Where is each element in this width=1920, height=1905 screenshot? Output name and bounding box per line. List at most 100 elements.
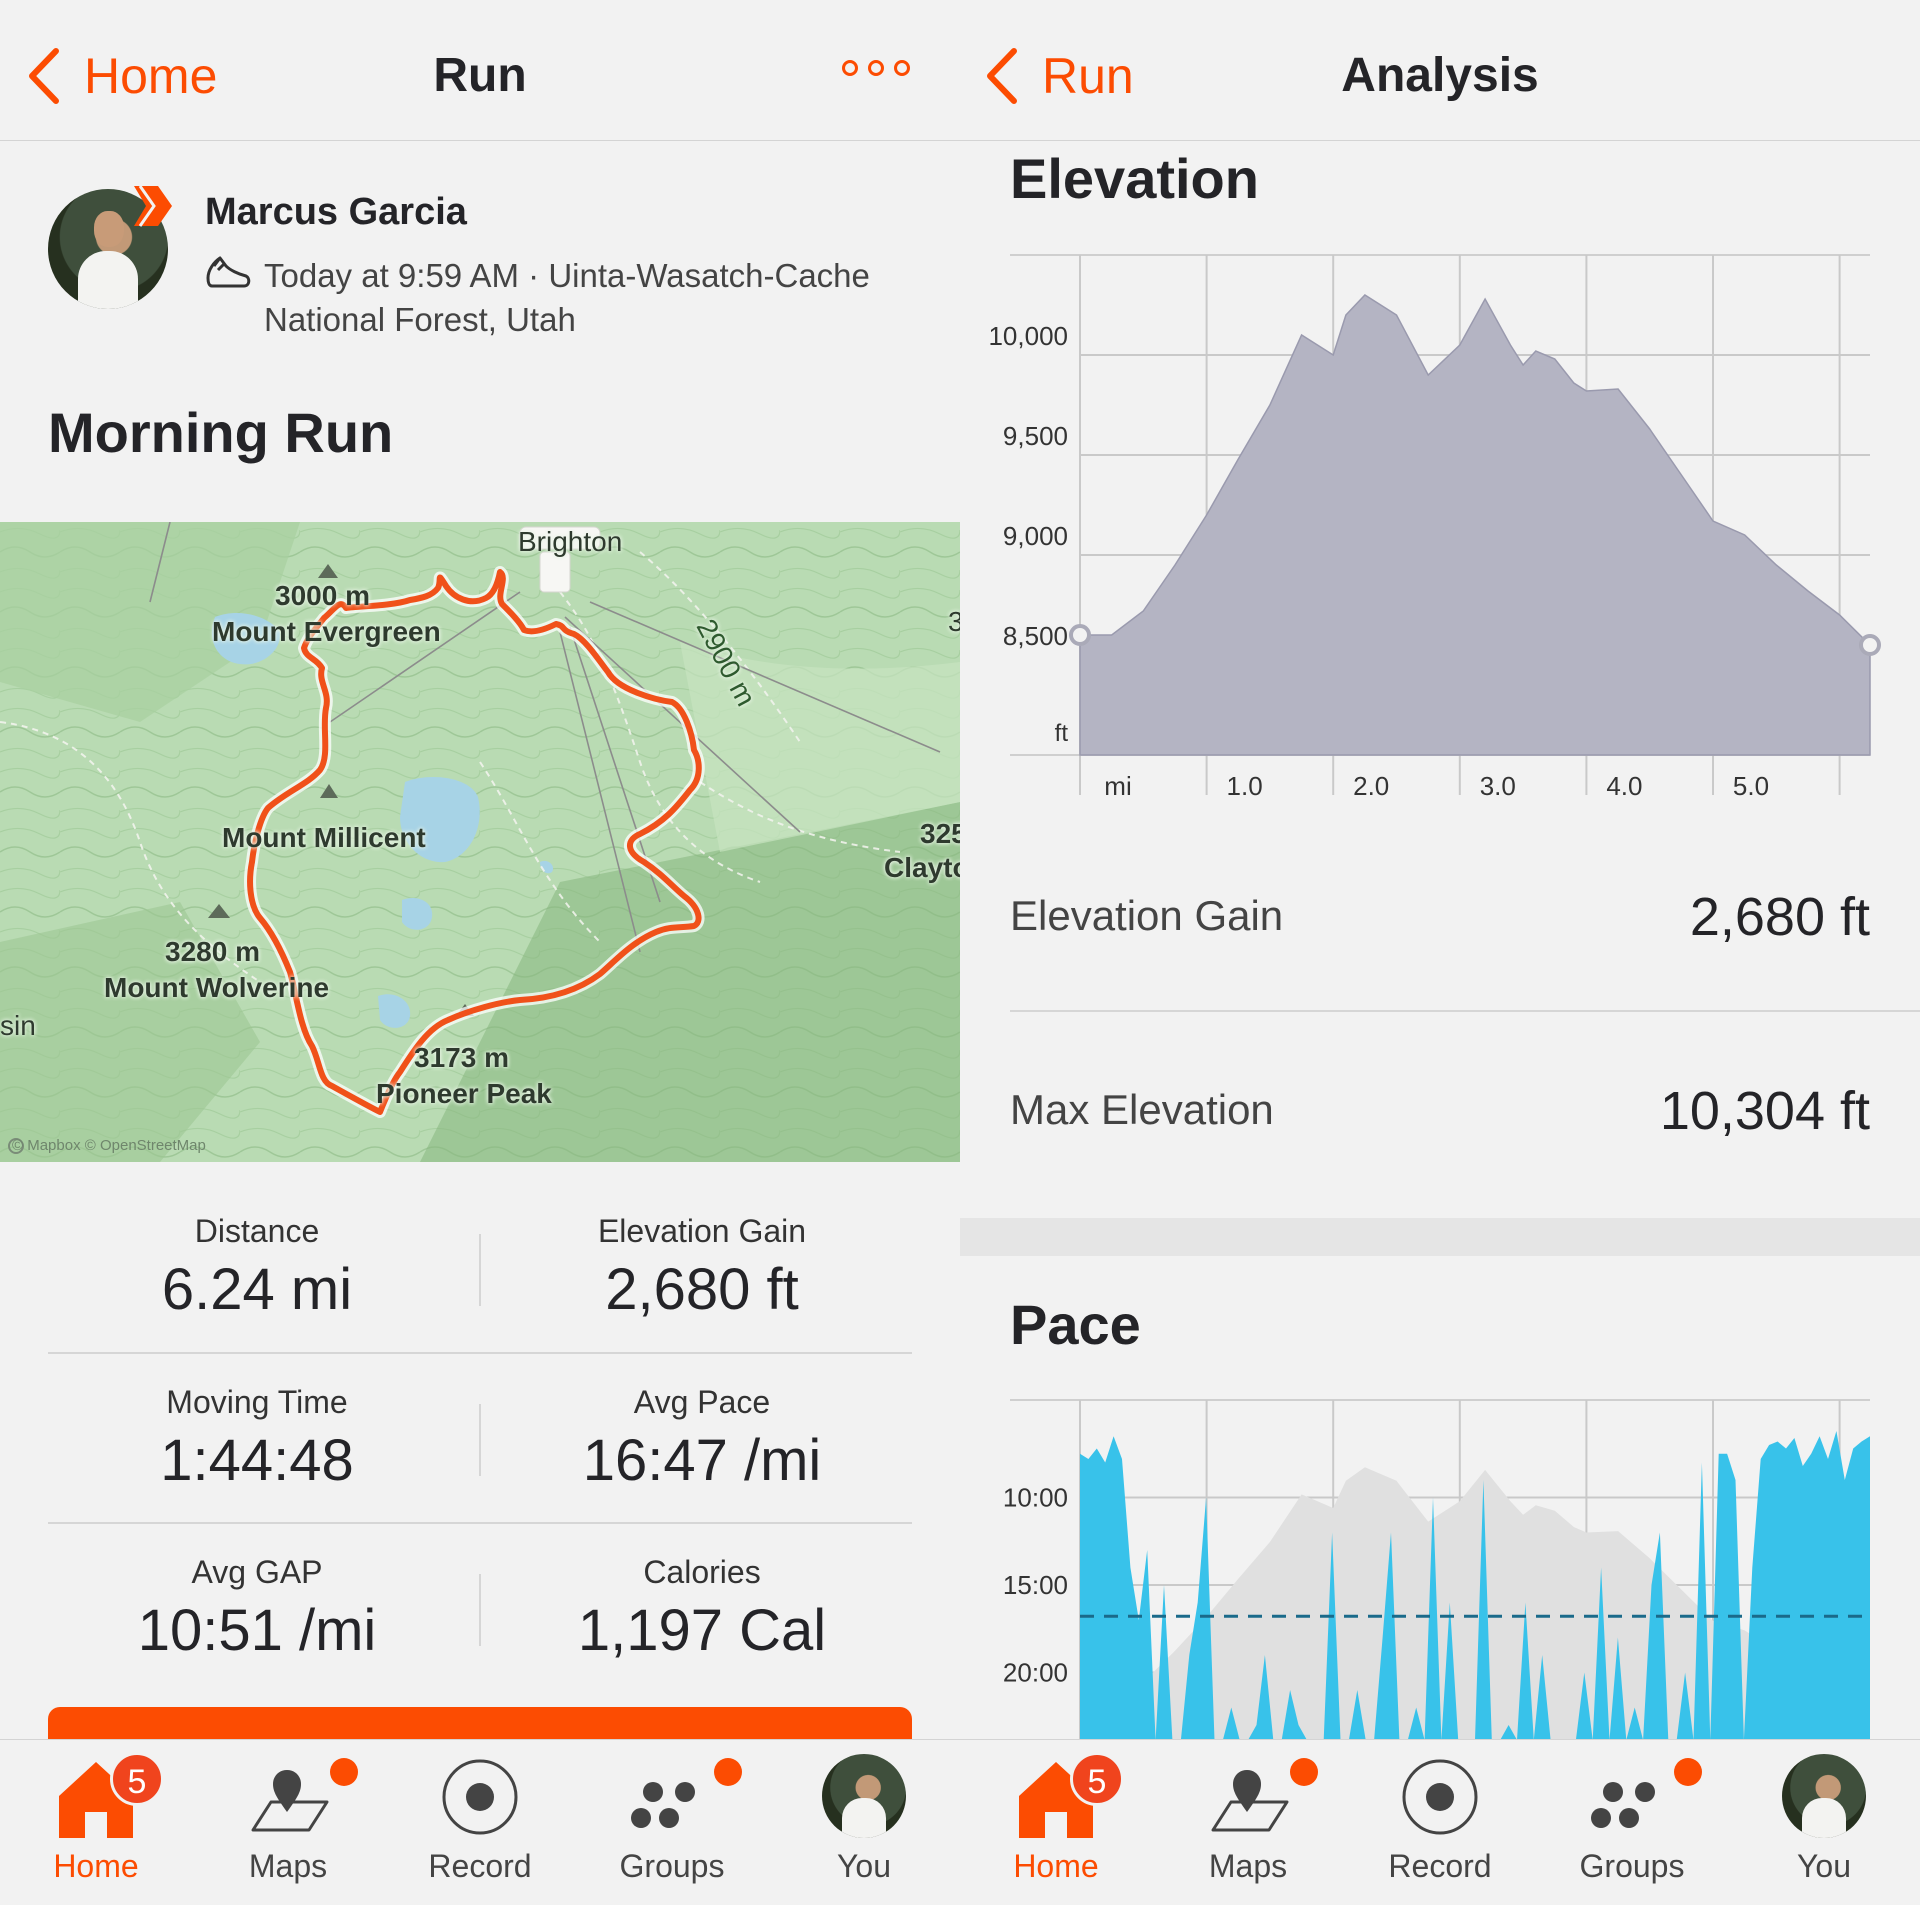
more-options-icon[interactable] bbox=[842, 60, 910, 76]
stat-value: 10:51 /mi bbox=[137, 1598, 377, 1663]
notification-count-badge: 5 bbox=[110, 1752, 164, 1806]
map-label-clayton: Clayto bbox=[884, 852, 960, 883]
y-unit-label: ft bbox=[1055, 720, 1069, 747]
maps-icon bbox=[1211, 1770, 1289, 1832]
max-elevation-value: 10,304 ft bbox=[1659, 1081, 1870, 1141]
groups-icon bbox=[631, 1782, 695, 1828]
tab-you[interactable]: You bbox=[768, 1740, 960, 1905]
stat-value: 6.24 mi bbox=[161, 1257, 353, 1322]
analysis-screen: Run Analysis Elevation 8,500 9,000 9,500 10… bbox=[960, 0, 1920, 1905]
tab-maps[interactable]: Maps bbox=[192, 1740, 384, 1905]
y-tick-label: 9,000 bbox=[1003, 521, 1068, 551]
map-label-elev-3000: 3000 m bbox=[275, 580, 370, 611]
route-map[interactable]: Brighton 3000 m Mount Evergreen 2900 m M… bbox=[0, 522, 960, 1162]
map-canvas bbox=[0, 522, 960, 1162]
tab-record[interactable]: Record bbox=[1344, 1740, 1536, 1905]
stat-label: Distance bbox=[194, 1213, 320, 1249]
stat-value: 1,197 Cal bbox=[577, 1598, 827, 1663]
stat-value: 16:47 /mi bbox=[582, 1428, 822, 1493]
x-unit-label: mi bbox=[1104, 771, 1131, 801]
elevation-section-title: Elevation bbox=[1010, 147, 1259, 210]
tab-home[interactable]: 5 Home bbox=[960, 1740, 1152, 1905]
tab-label: Record bbox=[1388, 1848, 1492, 1884]
athlete-name[interactable]: Marcus Garcia bbox=[205, 191, 467, 233]
activity-meta: Today at 9:59 AM · Uinta-Wasatch-Cache N… bbox=[264, 254, 904, 342]
map-label-mount-evergreen: Mount Evergreen bbox=[212, 616, 441, 647]
tab-bar: 5 Home Maps Record Groups You bbox=[960, 1739, 1920, 1905]
nav-bar: Run Analysis bbox=[960, 0, 1920, 141]
y-tick-label: 8,500 bbox=[1003, 621, 1068, 651]
elevation-gain-label: Elevation Gain bbox=[1010, 892, 1284, 939]
chevron-left-icon bbox=[987, 48, 1017, 104]
stat-avg-gap: Avg GAP 10:51 /mi bbox=[37, 1554, 477, 1664]
tab-maps[interactable]: Maps bbox=[1152, 1740, 1344, 1905]
divider bbox=[48, 1522, 912, 1524]
tab-groups[interactable]: Groups bbox=[1536, 1740, 1728, 1905]
section-separator bbox=[960, 1218, 1920, 1256]
tab-record[interactable]: Record bbox=[384, 1740, 576, 1905]
stat-moving-time: Moving Time 1:44:48 bbox=[37, 1384, 477, 1494]
pace-elevation-backdrop bbox=[1080, 1467, 1870, 1740]
record-icon bbox=[442, 1759, 518, 1835]
tab-label: Groups bbox=[619, 1848, 725, 1884]
map-label-basin: sin bbox=[0, 1010, 36, 1041]
back-button[interactable]: Home bbox=[24, 44, 217, 108]
divider bbox=[479, 1404, 481, 1476]
tab-bar: 5 Home Maps Record Groups You bbox=[0, 1739, 960, 1905]
tab-label: You bbox=[1797, 1848, 1851, 1884]
chevron-left-icon bbox=[29, 48, 59, 104]
route-line bbox=[247, 569, 702, 1115]
notification-count-badge: 5 bbox=[1070, 1752, 1124, 1806]
back-label: Run bbox=[1042, 48, 1134, 104]
y-tick-label: 20:00 bbox=[1003, 1658, 1068, 1688]
groups-icon bbox=[1591, 1782, 1655, 1828]
pace-section-title: Pace bbox=[1010, 1293, 1141, 1356]
activity-location-cont: National Forest, Utah bbox=[264, 301, 576, 338]
activity-screen: Home Run Marcus Garcia Today at 9:59 AM … bbox=[0, 0, 960, 1905]
record-icon bbox=[1402, 1759, 1478, 1835]
map-label-elev-325: 325 bbox=[920, 818, 960, 849]
activity-time-location: Today at 9:59 AM · Uinta-Wasatch-Cache bbox=[264, 257, 870, 294]
stat-label: Elevation Gain bbox=[597, 1213, 807, 1249]
map-attribution[interactable]: © Mapbox © OpenStreetMap bbox=[12, 1137, 206, 1154]
x-tick-label: 5.0 bbox=[1733, 771, 1769, 801]
y-tick-label: 10,000 bbox=[988, 321, 1068, 351]
stat-avg-pace: Avg Pace 16:47 /mi bbox=[482, 1384, 922, 1494]
new-indicator-dot bbox=[330, 1758, 358, 1786]
elevation-chart[interactable]: 8,500 9,000 9,500 10,000 ft mi 1.0 2.0 3.0 4.0 5.… bbox=[960, 240, 1920, 820]
tab-label: Maps bbox=[1208, 1848, 1288, 1884]
tab-you[interactable]: You bbox=[1728, 1740, 1920, 1905]
elevation-area bbox=[1079, 294, 1871, 756]
map-label-edge: 3 bbox=[948, 606, 960, 637]
stat-calories: Calories 1,197 Cal bbox=[482, 1554, 922, 1664]
stat-label: Avg Pace bbox=[633, 1384, 771, 1420]
pace-area bbox=[1080, 1431, 1870, 1740]
map-label-elev-3173: 3173 m bbox=[414, 1042, 509, 1073]
page-title: Run bbox=[433, 49, 527, 102]
pace-chart[interactable]: 10:00 15:00 20:00 bbox=[960, 1390, 1920, 1740]
chart-start-handle[interactable] bbox=[1069, 624, 1091, 646]
subscriber-badge-icon bbox=[134, 185, 172, 227]
stat-elevation-gain: Elevation Gain 2,680 ft bbox=[482, 1213, 922, 1323]
page-title: Analysis bbox=[1341, 49, 1539, 102]
map-label-elev-3280: 3280 m bbox=[165, 936, 260, 967]
nav-bar: Home Run bbox=[0, 0, 960, 141]
new-indicator-dot bbox=[714, 1758, 742, 1786]
new-indicator-dot bbox=[1674, 1758, 1702, 1786]
tab-label: You bbox=[837, 1848, 891, 1884]
x-tick-label: 1.0 bbox=[1227, 771, 1263, 801]
tab-label: Home bbox=[53, 1848, 139, 1884]
chart-end-handle[interactable] bbox=[1859, 634, 1881, 656]
avatar bbox=[1782, 1754, 1866, 1838]
tab-home[interactable]: 5 Home bbox=[0, 1740, 192, 1905]
new-indicator-dot bbox=[1290, 1758, 1318, 1786]
divider bbox=[479, 1574, 481, 1646]
stat-label: Moving Time bbox=[166, 1384, 348, 1420]
stat-distance: Distance 6.24 mi bbox=[37, 1213, 477, 1323]
tab-groups[interactable]: Groups bbox=[576, 1740, 768, 1905]
stat-value: 2,680 ft bbox=[605, 1257, 799, 1322]
tab-label: Groups bbox=[1579, 1848, 1685, 1884]
elevation-gain-value: 2,680 ft bbox=[1689, 887, 1870, 947]
back-button[interactable]: Run bbox=[982, 44, 1134, 108]
tab-label: Home bbox=[1013, 1848, 1099, 1884]
